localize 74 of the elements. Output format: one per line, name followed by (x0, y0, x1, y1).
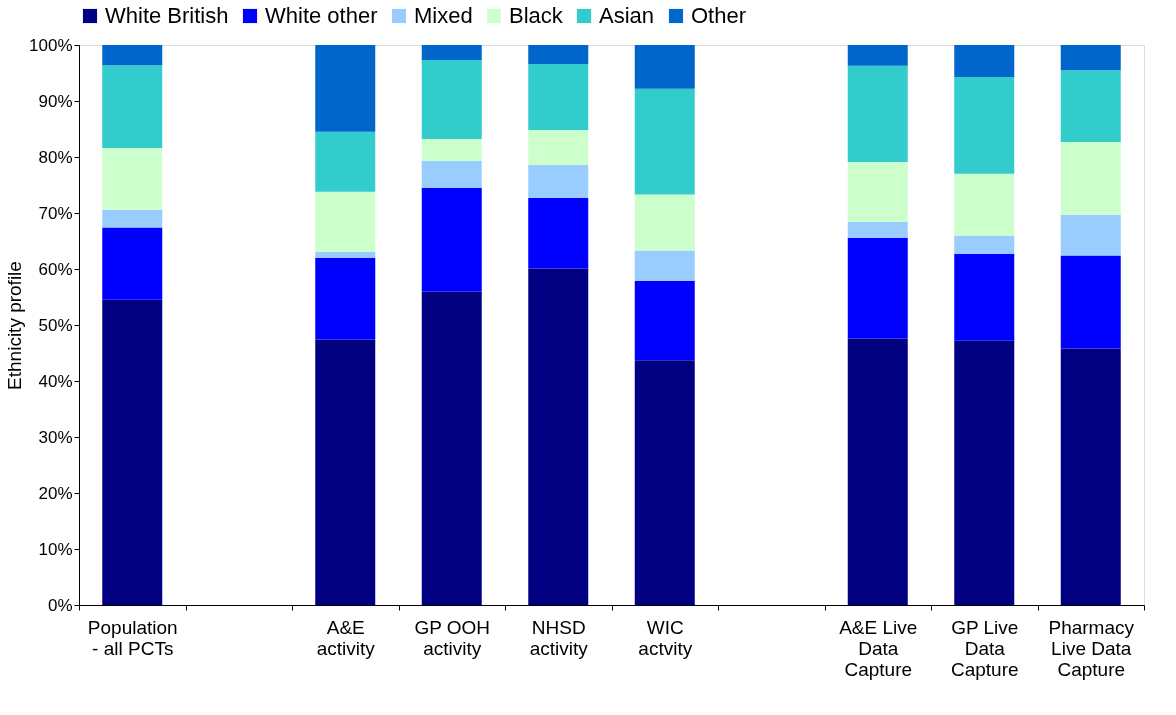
bar (847, 45, 908, 66)
bar (1060, 45, 1121, 71)
bar (421, 291, 482, 605)
y-tick-label: 100% (29, 35, 73, 55)
bar (1060, 255, 1121, 349)
y-tick-label: 0% (47, 595, 73, 615)
bar (421, 60, 482, 140)
bar (634, 45, 695, 89)
bar (528, 197, 589, 269)
legend-label: White British (105, 3, 229, 28)
legend-label: Black (509, 3, 564, 28)
bar (634, 250, 695, 281)
x-tick-label: Population - all PCTs (87, 616, 178, 659)
bar (847, 237, 908, 339)
bar (954, 45, 1015, 77)
bar (847, 221, 908, 238)
x-tick-label: A&E Live Data Capture (839, 616, 918, 680)
bar (102, 148, 163, 210)
bar (528, 164, 589, 198)
bar (634, 88, 695, 195)
bar (954, 173, 1015, 236)
bar (315, 339, 376, 605)
bar (1060, 214, 1121, 256)
bar (102, 299, 163, 605)
bar (315, 131, 376, 192)
x-tick-label: NHSD activity (529, 616, 589, 659)
bar (315, 257, 376, 340)
y-tick-label: 10% (38, 539, 73, 559)
bar (528, 45, 589, 65)
bar (102, 209, 163, 228)
bar (421, 45, 482, 61)
x-tick-label: GP Live Data Capture (950, 616, 1019, 680)
bar (421, 160, 482, 188)
bar (1060, 348, 1121, 605)
bar (954, 253, 1015, 341)
y-tick-label: 80% (38, 147, 73, 167)
bar (634, 194, 695, 251)
legend-label: White other (265, 3, 378, 28)
bar (634, 360, 695, 605)
y-tick-label: 40% (38, 371, 73, 391)
bar (421, 187, 482, 292)
y-axis-title: Ethnicity profile (4, 261, 26, 390)
bar (102, 45, 163, 66)
bar (102, 65, 163, 149)
y-tick-label: 20% (38, 483, 73, 503)
bar (634, 280, 695, 361)
bar (315, 251, 376, 258)
bar (528, 268, 589, 605)
bar (954, 235, 1015, 254)
bar (954, 340, 1015, 605)
legend-label: Mixed (414, 3, 473, 28)
bar (528, 130, 589, 165)
bar (1060, 70, 1121, 142)
x-tick-label: Pharmacy Live Data Capture (1048, 616, 1135, 680)
y-tick-label: 60% (38, 259, 73, 279)
y-tick-label: 70% (38, 203, 73, 223)
bar (847, 338, 908, 605)
legend-label: Other (691, 3, 747, 28)
y-tick-label: 90% (38, 91, 73, 111)
bar (102, 227, 163, 300)
bar (315, 191, 376, 252)
bar (1060, 141, 1121, 215)
bar (315, 45, 376, 132)
x-tick-label: GP OOH activity (414, 616, 491, 659)
x-tick-label: A&E activity (316, 616, 376, 659)
y-tick-label: 50% (38, 315, 73, 335)
bar (421, 139, 482, 161)
x-tick-label: WIC actvity (638, 616, 693, 659)
y-tick-label: 30% (38, 427, 73, 447)
bar (847, 65, 908, 163)
bar (528, 64, 589, 131)
legend-label: Asian (599, 3, 655, 28)
bar (954, 76, 1015, 174)
bar (847, 162, 908, 222)
